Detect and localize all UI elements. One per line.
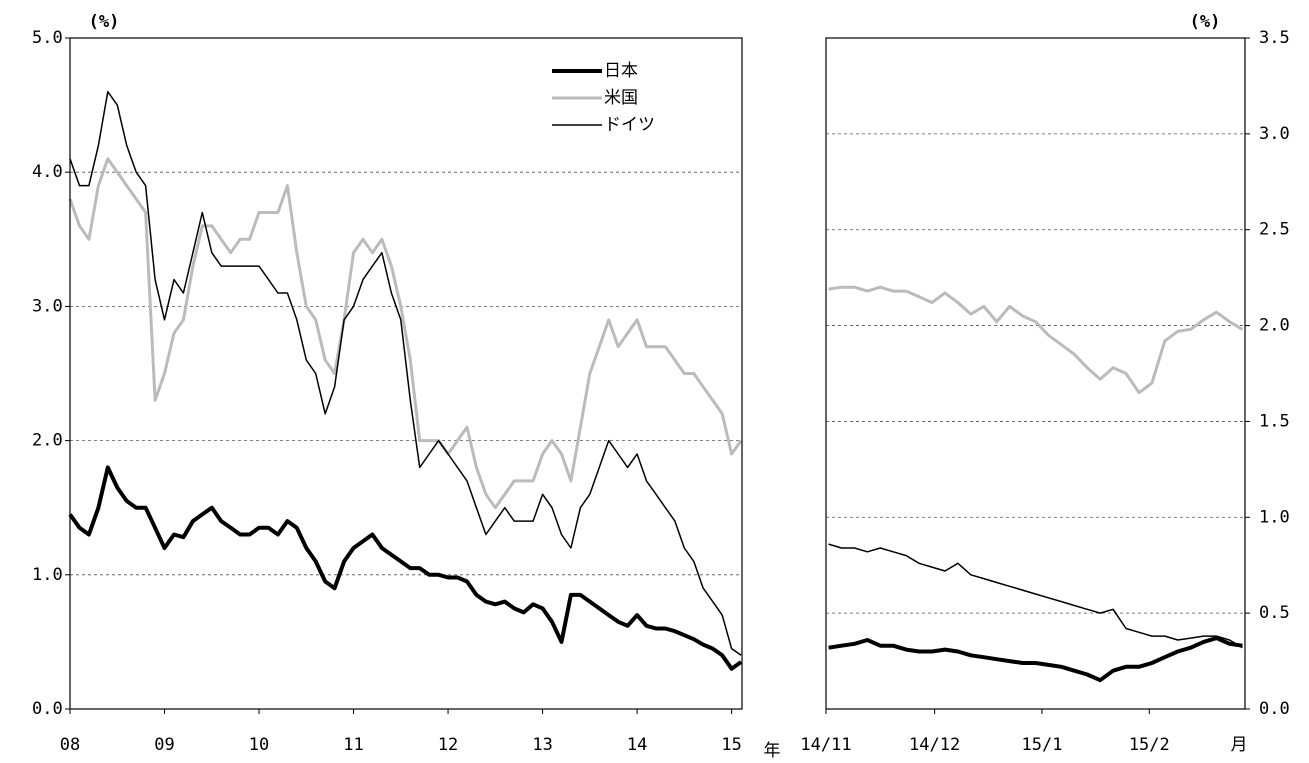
- x-tick-label: 15: [721, 735, 741, 755]
- y-tick-label: 2.5: [1259, 220, 1290, 240]
- y-tick-label: 5.0: [32, 28, 63, 48]
- y-tick-label: 1.0: [1259, 507, 1290, 527]
- y-tick-label: 4.0: [32, 162, 63, 182]
- y-tick-label: 3.0: [1259, 124, 1290, 144]
- y-tick-label: 2.0: [1259, 316, 1290, 336]
- y-tick-label: 3.0: [32, 296, 63, 316]
- legend-label: ドイツ: [604, 115, 655, 135]
- x-tick-label: 10: [249, 735, 269, 755]
- y-tick-label: 1.5: [1259, 411, 1290, 431]
- plot-frame: [69, 37, 743, 710]
- y-tick-label: 0.0: [32, 699, 63, 719]
- series-line: [68, 157, 743, 510]
- x-tick-label: 13: [532, 735, 552, 755]
- x-unit: 月: [1231, 735, 1248, 755]
- legend-label: 日本: [604, 61, 638, 81]
- x-tick-label: 14/11: [800, 735, 851, 755]
- y-tick-label: 2.0: [32, 431, 63, 451]
- plot-frame: [825, 37, 1246, 710]
- x-tick-label: 12: [438, 735, 458, 755]
- x-tick-label: 15/2: [1129, 735, 1170, 755]
- x-tick-label: 11: [343, 735, 363, 755]
- y-unit: (%): [1190, 12, 1221, 32]
- x-tick-label: 15/1: [1021, 735, 1062, 755]
- series-line: [828, 543, 1243, 649]
- y-tick-label: 1.0: [32, 565, 63, 585]
- x-tick-label: 08: [60, 735, 80, 755]
- series-line: [828, 285, 1244, 395]
- x-unit: 年: [764, 741, 781, 761]
- y-tick-label: 0.0: [1259, 699, 1290, 719]
- series-line: [68, 465, 743, 671]
- series-line: [69, 90, 742, 656]
- series-line: [828, 636, 1243, 683]
- x-tick-label: 14/12: [909, 735, 960, 755]
- y-tick-label: 0.5: [1259, 603, 1290, 623]
- x-tick-label: 09: [154, 735, 174, 755]
- y-unit: (%): [89, 12, 120, 32]
- y-tick-label: 3.5: [1259, 28, 1290, 48]
- legend-label: 米国: [604, 88, 638, 108]
- x-tick-label: 14: [627, 735, 647, 755]
